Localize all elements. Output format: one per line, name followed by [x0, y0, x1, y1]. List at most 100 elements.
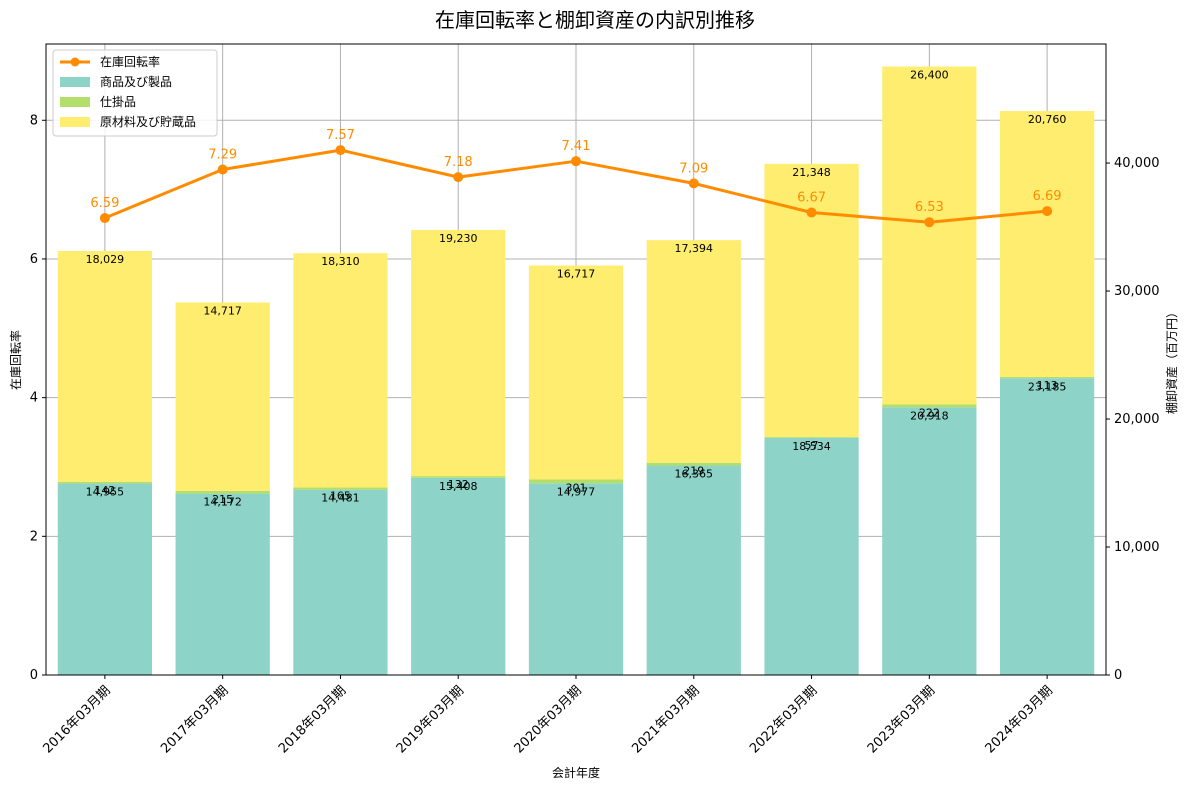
bar-value-label: 113: [1037, 379, 1058, 392]
bar-segment: [1000, 376, 1095, 379]
bar-segment: [646, 240, 741, 463]
bar-value-label: 15,408: [439, 480, 478, 493]
legend-line-marker: [70, 57, 80, 67]
bar-value-label: 165: [330, 490, 351, 503]
x-axis-label: 会計年度: [552, 765, 600, 780]
legend-label-turnover: 在庫回転率: [100, 54, 160, 69]
y-left-tick-label: 2: [30, 529, 38, 544]
bar-segment: [882, 66, 977, 405]
bar-value-label: 14,977: [557, 485, 596, 498]
bar-segment: [528, 483, 624, 675]
turnover-point: [1042, 206, 1053, 217]
bar-value-label: 18,534: [792, 440, 831, 453]
bar-value-label: 26,400: [910, 69, 949, 82]
legend-swatch-wip: [60, 97, 90, 107]
bar-segment: [882, 407, 977, 675]
y-right-tick-label: 40,000: [1114, 156, 1160, 171]
bar-segment: [57, 481, 152, 484]
turnover-point: [453, 172, 464, 183]
bar-value-label: 215: [212, 493, 233, 506]
bar-value-label: 14,481: [321, 492, 360, 505]
bar-segment: [175, 302, 270, 491]
bar-value-label: 23,185: [1028, 380, 1067, 393]
turnover-point: [335, 145, 346, 156]
x-tick-label: 2024年03月期: [983, 683, 1056, 756]
x-tick-label: 2018年03月期: [276, 683, 349, 756]
bars-layer: [57, 66, 1095, 675]
turnover-value-label: 7.09: [679, 161, 708, 176]
turnover-point: [806, 207, 817, 218]
legend: 在庫回転率 商品及び製品 仕掛品 原材料及び貯蔵品: [52, 49, 218, 137]
x-tick-label: 2017年03月期: [158, 683, 231, 756]
bar-value-label: 17,394: [675, 242, 714, 255]
bar-segment: [528, 265, 624, 480]
bar-segment: [175, 493, 270, 675]
turnover-value-label: 6.69: [1033, 189, 1062, 204]
bar-segment: [293, 487, 388, 490]
turnover-value-label: 7.41: [562, 139, 591, 154]
y-right-tick-label: 10,000: [1114, 540, 1160, 555]
turnover-value-label: 6.53: [915, 200, 944, 215]
bar-segment: [411, 477, 506, 675]
legend-box: [52, 49, 218, 137]
bar-segment: [1000, 111, 1095, 377]
bar-segment: [528, 479, 624, 484]
x-tick-label: 2020年03月期: [512, 683, 585, 756]
turnover-value-label: 7.29: [208, 148, 237, 163]
bar-value-label: 16,717: [557, 267, 596, 280]
bar-segment: [293, 253, 388, 488]
line-layer: [99, 145, 1053, 228]
bar-value-label: 301: [566, 481, 587, 494]
x-tick-label: 2023年03月期: [865, 683, 938, 756]
turnover-point: [99, 213, 110, 224]
bar-segment: [646, 465, 741, 675]
y-axis-right-label: 棚卸資産（百万円）: [1164, 306, 1179, 414]
y-right-tick-label: 0: [1114, 668, 1122, 683]
bar-value-label: 18,310: [321, 255, 360, 268]
bar-value-label: 20,918: [910, 409, 949, 422]
turnover-value-label: 7.57: [326, 128, 355, 143]
bar-value-label: 57: [805, 439, 819, 452]
y-left-tick-label: 0: [30, 668, 38, 683]
legend-label-raw-materials: 原材料及び貯蔵品: [100, 115, 196, 129]
y-left-tick-label: 8: [30, 113, 38, 128]
bar-segment: [764, 437, 859, 675]
y-left-tick-label: 4: [30, 391, 38, 406]
bar-value-label: 14,955: [86, 486, 125, 499]
legend-label-finished-goods: 商品及び製品: [100, 74, 172, 89]
bar-value-label: 18,029: [86, 253, 125, 266]
bar-value-label: 14,717: [203, 304, 242, 317]
chart-title: 在庫回転率と棚卸資産の内訳別推移: [435, 8, 755, 32]
y-right-tick-label: 20,000: [1114, 412, 1160, 427]
turnover-value-label: 6.67: [797, 190, 826, 205]
x-tick-label: 2021年03月期: [629, 683, 702, 756]
bar-value-label: 132: [448, 478, 469, 491]
bar-segment: [1000, 378, 1095, 675]
turnover-point: [217, 164, 228, 175]
bar-value-label: 14,172: [203, 496, 242, 509]
bar-segment: [411, 229, 506, 477]
bar-segment: [57, 251, 152, 482]
labels-layer: 14,955 14,172 14,481 15,408 14,977 16,365 18,5…: [86, 69, 1067, 509]
bar-value-label: 21,348: [792, 166, 831, 179]
bar-value-label: 16,365: [675, 468, 714, 481]
bar-value-label: 20,760: [1028, 113, 1067, 126]
y-left-tick-label: 6: [30, 252, 38, 267]
turnover-point: [924, 217, 935, 228]
bar-value-label: 222: [919, 406, 940, 419]
bar-segment: [57, 483, 152, 675]
turnover-value-label: 6.59: [90, 196, 119, 211]
turnover-point: [571, 156, 581, 167]
turnover-value-label: 7.18: [444, 155, 473, 170]
legend-label-wip: 仕掛品: [100, 94, 136, 109]
x-tick-label: 2019年03月期: [394, 683, 467, 756]
legend-swatch-finished-goods: [60, 77, 90, 87]
bar-segment: [882, 404, 977, 408]
y-axis-left-label: 在庫回転率: [8, 330, 23, 390]
turnover-point: [688, 178, 699, 189]
bar-segment: [411, 476, 506, 478]
bar-segment: [293, 489, 388, 675]
bar-value-label: 142: [94, 484, 115, 497]
x-tick-label: 2016年03月期: [40, 683, 113, 756]
